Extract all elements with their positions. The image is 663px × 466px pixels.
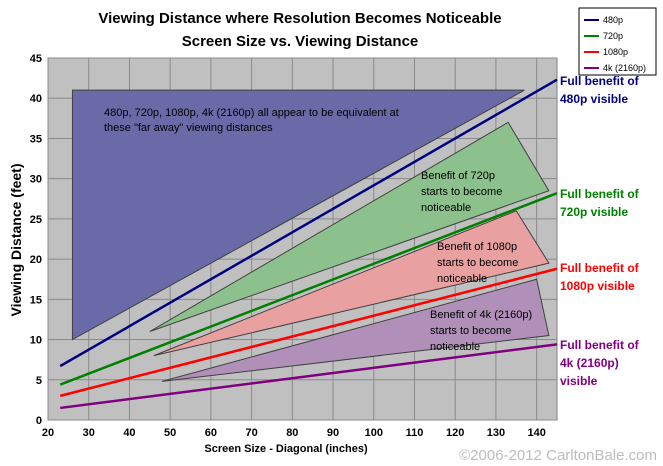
end-label-line: Full benefit of <box>560 187 640 201</box>
end-label-line: 720p visible <box>560 205 628 219</box>
region-annotation-line: noticeable <box>421 202 471 214</box>
end-label-line: 480p visible <box>560 92 628 106</box>
x-tick-label: 30 <box>83 427 95 439</box>
legend-label: 480p <box>603 15 623 25</box>
end-label-line: Full benefit of <box>560 338 640 352</box>
region-annotation-line: starts to become <box>421 186 502 198</box>
y-tick-label: 20 <box>30 254 42 266</box>
x-axis-label: Screen Size - Diagonal (inches) <box>204 443 368 455</box>
region-annotation-line: Benefit of 720p <box>421 170 495 182</box>
y-tick-label: 25 <box>30 214 42 226</box>
legend-label: 720p <box>603 31 623 41</box>
y-tick-label: 5 <box>36 375 42 387</box>
end-label-line: 4k (2160p) <box>560 356 619 370</box>
region-3 <box>161 278 550 382</box>
y-tick-label: 45 <box>30 53 42 65</box>
region-0 <box>71 89 525 341</box>
end-label-line: visible <box>560 374 598 388</box>
x-tick-label: 70 <box>245 427 257 439</box>
x-tick-label: 20 <box>42 427 54 439</box>
x-tick-label: 140 <box>527 427 545 439</box>
copyright: ©2006-2012 CarltonBale.com <box>459 447 657 464</box>
y-tick-label: 0 <box>36 415 42 427</box>
y-tick-label: 40 <box>30 93 42 105</box>
region-annotation-line: noticeable <box>437 273 487 285</box>
y-axis-ticks: 0 5 10 15 20 25 30 35 40 45 <box>30 53 42 427</box>
y-tick-label: 15 <box>30 294 42 306</box>
region-annotation-line: noticeable <box>430 341 480 353</box>
x-tick-label: 110 <box>406 427 424 439</box>
end-label-line: Full benefit of <box>560 74 640 88</box>
region-annotation-line: 480p, 720p, 1080p, 4k (2160p) all appear… <box>104 107 399 119</box>
x-tick-label: 130 <box>487 427 505 439</box>
region-annotation-line: starts to become <box>430 325 511 337</box>
x-tick-label: 100 <box>365 427 383 439</box>
end-label-line: Full benefit of <box>560 261 640 275</box>
region-annotation-line: starts to become <box>437 257 518 269</box>
series-line-720p <box>59 191 558 386</box>
x-tick-label: 80 <box>286 427 298 439</box>
chart-subtitle: Screen Size vs. Viewing Distance <box>182 33 419 50</box>
region-annotation-line: Benefit of 1080p <box>437 241 517 253</box>
x-tick-label: 60 <box>205 427 217 439</box>
chart-title: Viewing Distance where Resolution Become… <box>98 10 501 27</box>
x-tick-label: 40 <box>123 427 135 439</box>
region-annotation-line: Benefit of 4k (2160p) <box>430 309 532 321</box>
end-labels: Full benefit of 480p visible Full benefit … <box>560 74 640 388</box>
x-tick-label: 120 <box>446 427 464 439</box>
series-line-4k-2160p- <box>60 343 558 410</box>
regions: 480p, 720p, 1080p, 4k (2160p) all appear… <box>71 89 550 382</box>
legend-label: 4k (2160p) <box>603 63 646 73</box>
x-tick-label: 50 <box>164 427 176 439</box>
x-axis-ticks: 20 30 40 50 60 70 80 90 100 110 120 130 140 <box>42 427 546 439</box>
region-2 <box>153 210 550 357</box>
end-label-line: 1080p visible <box>560 279 635 293</box>
legend: 480p 720p 1080p 4k (2160p) <box>578 7 657 76</box>
series-line-480p <box>59 78 558 368</box>
region-annotation-line: these "far away" viewing distances <box>104 122 273 134</box>
y-tick-label: 30 <box>30 174 42 186</box>
series-lines <box>59 78 558 410</box>
region-1 <box>149 121 550 332</box>
y-axis-label: Viewing Distance (feet) <box>8 163 24 316</box>
x-tick-label: 90 <box>327 427 339 439</box>
legend-label: 1080p <box>603 47 628 57</box>
y-tick-label: 10 <box>30 335 42 347</box>
series-line-1080p <box>59 267 558 398</box>
y-tick-label: 35 <box>30 133 42 145</box>
